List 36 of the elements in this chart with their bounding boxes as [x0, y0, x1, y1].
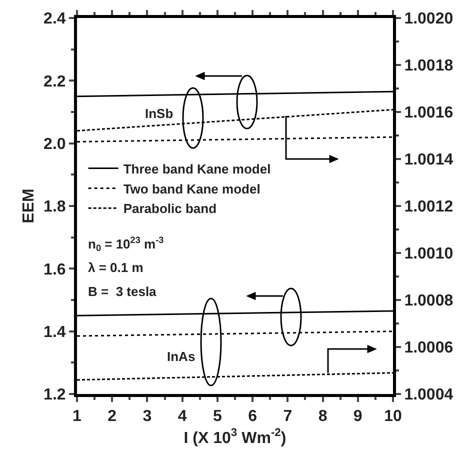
y-tick-label: 1.4: [44, 324, 66, 341]
annotation: B = 3 tesla: [88, 284, 158, 299]
y-tick-label: 2.4: [44, 10, 66, 28]
legend-label: Two band Kane model: [123, 181, 260, 196]
x-axis-title: I (X 10$^{3}$ Wm$^{-2}$): [184, 427, 286, 447]
annotation: λ = 0.1 m: [88, 260, 144, 275]
x-tick-label: 3: [142, 408, 152, 426]
x-tick-label: 1: [72, 408, 82, 426]
y-tick-label: 1.6: [44, 261, 66, 278]
y2-tick-label: 1.0012: [404, 198, 454, 216]
x-tick-label: 6: [248, 408, 258, 426]
x-tick-label: 7: [283, 408, 292, 426]
y2-tick-label: 1.0010: [404, 246, 454, 263]
y-axis-title: EEM: [20, 188, 38, 224]
legend-label: Three band Kane model: [123, 161, 271, 176]
annotation: InSb: [145, 106, 174, 121]
y2-tick-label: 1.0018: [404, 58, 454, 75]
y-tick-label: 1.8: [44, 198, 66, 216]
x-tick-label: 5: [212, 408, 222, 426]
x-tick-label: 10: [384, 408, 402, 426]
annotation: n$_{0}$ = 10$^{23}$ m$^{-3}$: [88, 235, 164, 254]
y2-tick-label: 1.0006: [404, 340, 454, 357]
y2-tick-label: 1.0004: [404, 386, 454, 404]
y-tick-label: 1.2: [44, 386, 66, 404]
x-tick-label: 9: [353, 408, 362, 426]
x-tick-label: 2: [108, 408, 117, 426]
legend-label: Parabolic band: [123, 201, 217, 216]
y-tick-label: 2.2: [44, 73, 66, 90]
x-tick-label: 8: [318, 408, 328, 426]
x-tick-label: 4: [178, 408, 187, 426]
y2-tick-label: 1.0014: [404, 152, 454, 169]
y2-tick-label: 1.0016: [404, 104, 454, 122]
y2-tick-label: 1.0008: [404, 292, 454, 310]
y-tick-label: 2.0: [44, 136, 66, 153]
annotation: InAs: [167, 349, 196, 364]
y2-tick-label: 1.0020: [404, 10, 454, 28]
